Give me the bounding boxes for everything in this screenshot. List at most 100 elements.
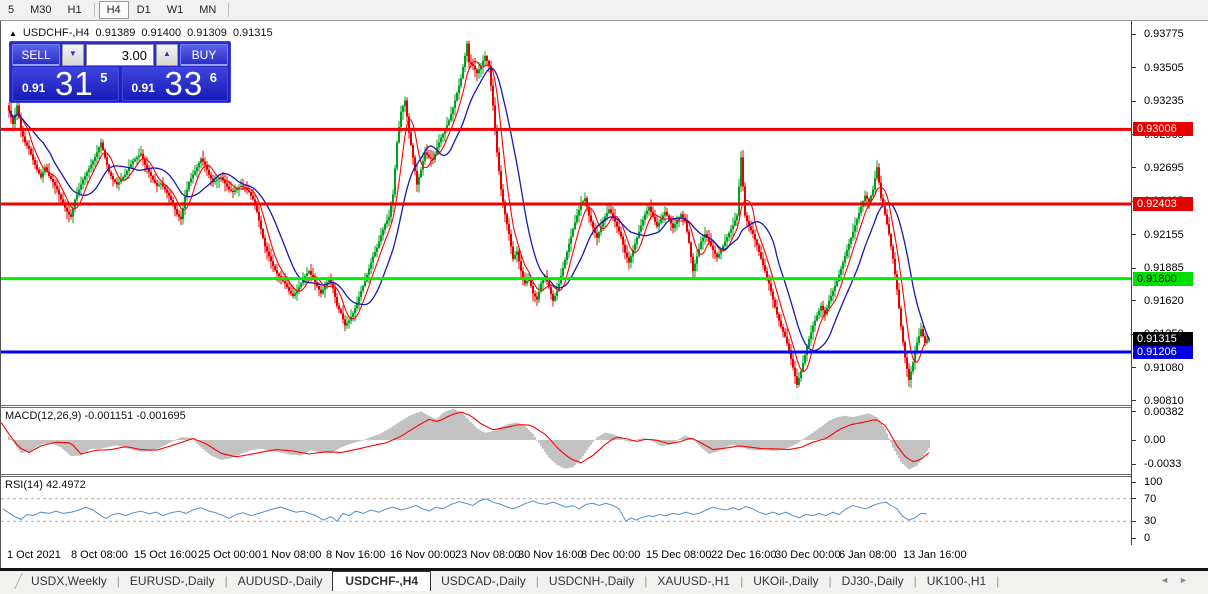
price-tick-label: 0.93505 [1144, 61, 1184, 74]
timeframe-button-w1[interactable]: W1 [166, 4, 184, 16]
sell-price-tile[interactable]: 0.91 31 5 [12, 65, 119, 102]
chart-tab-usdcnh-daily[interactable]: USDCNH-,Daily [548, 574, 635, 588]
volume-input[interactable] [86, 44, 154, 66]
sell-price-pip: 5 [100, 70, 108, 85]
chart-tab-uk100-h1[interactable]: UK100-,H1 [926, 574, 987, 588]
timeframe-button-5[interactable]: 5 [8, 4, 15, 16]
chart-tab-eurusd-daily[interactable]: EURUSD-,Daily [129, 574, 215, 588]
rsi-tick-label: 0 [1144, 532, 1151, 544]
chart-tab-audusd-daily[interactable]: AUDUSD-,Daily [237, 574, 323, 588]
timeframe-toolbar: 5 M30 H1 H4 D1 W1 MN [0, 0, 1208, 21]
symbol-label: USDCHF-,H4 [22, 27, 90, 39]
time-tick-label: 16 Nov 00:00 [390, 549, 456, 561]
time-tick-label: 1 Oct 2021 [7, 549, 61, 561]
tab-scroll-right-icon[interactable]: ► [1179, 575, 1198, 585]
price-tick-label: 0.90810 [1144, 394, 1184, 407]
chart-tab-bar: USDX,Weekly | EURUSD-,Daily | AUDUSD-,Daily U… [0, 568, 1208, 594]
rsi-tick-label: 70 [1144, 492, 1157, 505]
axis-tick-mark [1132, 267, 1136, 269]
price-tick-label: 0.91885 [1144, 262, 1184, 275]
axis-tick-mark [1132, 537, 1136, 539]
sell-price-big: 31 [55, 65, 94, 102]
time-axis[interactable]: 1 Oct 2021 8 Oct 08:00 15 Oct 16:00 25 Oct … [1, 545, 1132, 568]
macd-indicator-label: MACD(12,26,9) -0.001151 -0.001695 [5, 410, 186, 422]
time-tick-label: 8 Oct 08:00 [71, 549, 128, 561]
chart-tab-usdchf-h4[interactable]: USDCHF-,H4 [332, 571, 432, 591]
macd-tick-label: 0.00382 [1144, 405, 1184, 418]
axis-tick-mark [1132, 498, 1136, 500]
time-tick-label: 15 Dec 08:00 [646, 549, 712, 561]
chart-tab-xauusd-h1[interactable]: XAUUSD-,H1 [657, 574, 731, 588]
level-price-badge: 0.91800 [1133, 271, 1193, 286]
time-tick-label: 8 Dec 00:00 [581, 549, 641, 561]
collapse-arrow-icon[interactable]: ▲ [9, 28, 17, 38]
buy-price-pip: 6 [209, 70, 217, 85]
tab-separator: | [644, 574, 648, 588]
rsi-tick-label: 30 [1144, 515, 1157, 528]
current-price-badge: 0.91315 [1133, 331, 1193, 346]
axis-tick-mark [1132, 400, 1136, 402]
price-tick-label: 0.92155 [1144, 228, 1184, 241]
rsi-tick-label: 100 [1144, 476, 1163, 488]
time-tick-label: 22 Dec 16:00 [711, 549, 777, 561]
time-tick-label: 25 Oct 00:00 [198, 549, 261, 561]
ohlc-open: 0.91389 [95, 27, 136, 39]
tab-separator: | [740, 574, 744, 588]
axis-tick-mark [1132, 411, 1136, 413]
rsi-indicator-label: RSI(14) 42.4972 [5, 479, 86, 491]
chart-header: ▲ USDCHF-,H4 0.91389 0.91400 0.91309 0.9… [9, 27, 273, 39]
time-tick-label: 1 Nov 08:00 [262, 549, 322, 561]
time-tick-label: 23 Nov 08:00 [455, 549, 521, 561]
timeframe-button-d1[interactable]: D1 [136, 4, 151, 16]
time-tick-label: 6 Jan 08:00 [839, 549, 897, 561]
axis-tick-mark [1132, 463, 1136, 465]
chart-tab-usdx-weekly[interactable]: USDX,Weekly [31, 574, 107, 588]
tab-scroll-left-icon[interactable]: ◄ [1160, 575, 1180, 585]
macd-tick-label: 0.00 [1144, 434, 1166, 446]
timeframe-button-m30[interactable]: M30 [30, 4, 52, 16]
ohlc-close: 0.91315 [232, 27, 273, 39]
axis-tick-mark [1132, 300, 1136, 302]
volume-increase-button[interactable]: ▲ [156, 44, 178, 66]
axis-tick-mark [1132, 439, 1136, 441]
tab-separator: | [535, 574, 539, 588]
macd-tick-label: -0.0033 [1144, 458, 1182, 471]
tab-separator: | [224, 574, 228, 588]
buy-price-big: 33 [164, 65, 204, 102]
axis-tick-mark [1132, 481, 1136, 483]
chart-tab-ukoil-daily[interactable]: UKOil-,Daily [753, 574, 819, 588]
price-axis[interactable]: 0.937750.935050.932350.929650.926950.924… [1132, 21, 1208, 568]
tab-separator: | [996, 574, 1000, 588]
sell-price-prefix: 0.91 [22, 81, 46, 95]
time-tick-label: 30 Dec 00:00 [775, 549, 841, 561]
toolbar-separator [228, 3, 230, 17]
price-tick-label: 0.93235 [1144, 95, 1184, 108]
axis-tick-mark [1132, 33, 1136, 35]
timeframe-button-h4[interactable]: H4 [98, 1, 129, 19]
time-tick-label: 8 Nov 16:00 [326, 549, 386, 561]
volume-decrease-button[interactable]: ▼ [62, 44, 84, 66]
ohlc-high: 0.91400 [141, 27, 182, 39]
time-tick-label: 30 Nov 16:00 [518, 549, 584, 561]
one-click-trading-panel: SELL ▼ ▲ BUY 0.91 31 5 0.91 33 6 [9, 41, 231, 103]
buy-price-prefix: 0.91 [131, 81, 155, 95]
chart-tab-usdcad-daily[interactable]: USDCAD-,Daily [441, 574, 526, 588]
buy-price-tile[interactable]: 0.91 33 6 [121, 65, 228, 102]
axis-tick-mark [1132, 367, 1136, 369]
toolbar-separator [93, 3, 95, 17]
timeframe-button-mn[interactable]: MN [199, 4, 217, 16]
axis-tick-mark [1132, 234, 1136, 236]
buy-button[interactable]: BUY [180, 44, 228, 66]
axis-tick-mark [1132, 167, 1136, 169]
tab-scroll-arrows[interactable]: ◄► [1160, 571, 1198, 585]
chart-window: ▲ USDCHF-,H4 0.91389 0.91400 0.91309 0.9… [0, 21, 1208, 568]
tab-separator: | [828, 574, 832, 588]
timeframe-button-h1[interactable]: H1 [67, 4, 82, 16]
chart-tab-dj30-daily[interactable]: DJ30-,Daily [841, 574, 904, 588]
time-tick-label: 13 Jan 16:00 [903, 549, 967, 561]
price-chart[interactable] [1, 21, 1132, 568]
price-tick-label: 0.93775 [1144, 28, 1184, 41]
sell-button[interactable]: SELL [12, 44, 60, 66]
axis-tick-mark [1132, 100, 1136, 102]
